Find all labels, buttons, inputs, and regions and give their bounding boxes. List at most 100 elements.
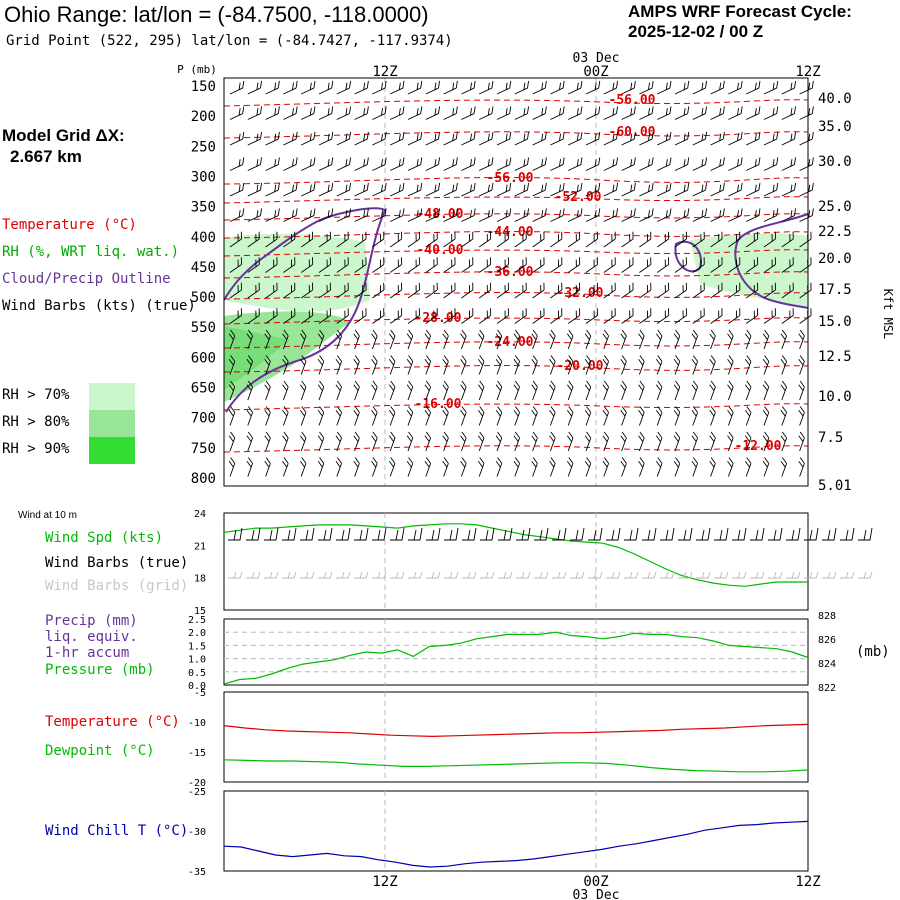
wind-barb-shaft [566, 406, 574, 426]
wind-barb [495, 355, 503, 375]
wind-barb [709, 355, 716, 375]
wind-barb-shaft [585, 257, 598, 273]
top-time-tick: 00Z [583, 64, 608, 80]
wind-barb [532, 131, 547, 146]
wind-barb-shaft [763, 282, 776, 299]
wind-barb-shaft [496, 308, 509, 324]
wind-barb [639, 131, 654, 146]
wind-barb [479, 182, 494, 197]
wind-barb-shaft [728, 208, 743, 222]
wind-barb-shaft [692, 157, 708, 171]
wind-barb [283, 257, 296, 273]
wind-barb-shaft [727, 406, 734, 426]
height-tick-label: 17.5 [818, 282, 852, 298]
wind-barb-shaft [443, 157, 458, 171]
wind-barb-shaft [746, 106, 761, 120]
cloud-outline-left [223, 207, 387, 413]
legend-rh90-label: RH > 90% [2, 441, 70, 457]
wind-barb [710, 157, 725, 171]
wind-barb-shaft [460, 431, 467, 452]
grid-wind-barb [678, 571, 693, 579]
wind-barb-shaft [246, 355, 254, 375]
wind-barb [780, 431, 788, 452]
wind-barb-shaft [495, 457, 503, 477]
wind-barb-shaft [336, 308, 349, 324]
wind-barb [638, 380, 645, 401]
wind-barb-shaft [744, 457, 752, 477]
wind-barb-shaft [443, 131, 458, 146]
wind-10m-label: Wind at 10 m [18, 510, 77, 521]
wind-barb-shaft [246, 457, 254, 477]
wind-barb-shaft [495, 329, 503, 350]
wind-barb-shaft [353, 329, 360, 350]
pressure-label: Pressure (mb) [45, 662, 155, 678]
surface-wind-barb [318, 527, 333, 541]
wind-barb [603, 208, 619, 222]
wind-barb-shaft [584, 457, 592, 477]
surface-wind-barb [804, 527, 819, 541]
wind-barb-shaft [282, 457, 289, 477]
wind-barb [744, 355, 752, 375]
wind-barb-shaft [354, 308, 367, 324]
wind-barb-shaft [709, 329, 716, 350]
wind-barb-shaft [317, 355, 325, 375]
surface-wind-barb [336, 527, 351, 541]
wind-barb-shaft [780, 380, 788, 401]
wind-barb-shaft [568, 80, 583, 95]
wind-barb-shaft [371, 380, 378, 401]
wind-barb [728, 157, 743, 171]
wind-barb-shaft [763, 308, 776, 324]
wind-barb-shaft [442, 380, 449, 401]
wind-barb [229, 80, 245, 95]
wind-barb [584, 329, 592, 350]
wind-barb-shaft [639, 80, 654, 95]
forecast-cycle-label: AMPS WRF Forecast Cycle: [628, 2, 852, 21]
wind-barb-shaft [247, 157, 263, 171]
wind-barb [798, 457, 805, 477]
wind-barb [443, 308, 456, 324]
wind-barb-shaft [425, 131, 441, 146]
wind-barb-shaft [495, 355, 503, 375]
wind-barb [283, 106, 298, 120]
wind-barb [550, 80, 565, 95]
wind-barb-shaft [692, 106, 708, 120]
wind-barb [317, 355, 325, 375]
wind-barb-shaft [443, 308, 456, 324]
wind-barb-shaft [406, 329, 414, 350]
wind-barb-shaft [692, 257, 705, 273]
wind-barb-shaft [709, 406, 716, 426]
wind-barb [354, 282, 367, 299]
wind-barb-shaft [656, 282, 670, 299]
wind-barb-shaft [674, 231, 687, 248]
wind-barb-shaft [478, 308, 492, 324]
surface-wind-barb [858, 527, 873, 541]
wind-barb-shaft [762, 380, 770, 401]
wind-barb-shaft [354, 106, 369, 120]
wind-barb-shaft [424, 329, 432, 350]
wind-barb-shaft [318, 106, 334, 120]
wind-barb [762, 457, 770, 477]
wind-barb-shaft [514, 282, 527, 299]
wind-barb [424, 355, 432, 375]
wind-barb-shaft [478, 257, 492, 273]
wind-barb-shaft [781, 106, 797, 120]
temperature-tick: -15 [188, 748, 206, 759]
wind-barb-shaft [550, 231, 563, 248]
wind-barb-shaft [264, 457, 271, 477]
wind-barb [549, 406, 556, 426]
wind-barb-shaft [674, 106, 690, 120]
wind-barb [780, 329, 788, 350]
wind-barb [265, 182, 280, 197]
legend-rh70-swatch [89, 383, 135, 410]
grid-wind-barb [480, 571, 495, 579]
wind-barb-shaft [727, 431, 734, 452]
wind-barb [406, 406, 414, 426]
grid-wind-barb [804, 571, 819, 579]
wind-barb [371, 431, 378, 452]
wind-barb [496, 231, 509, 248]
wind-barb [585, 80, 601, 95]
wind-barb [674, 131, 690, 146]
forecast-cycle-value: 2025-12-02 / 00 Z [628, 22, 764, 41]
isotherm-line [223, 99, 809, 107]
wind-barb-shaft [354, 131, 369, 146]
